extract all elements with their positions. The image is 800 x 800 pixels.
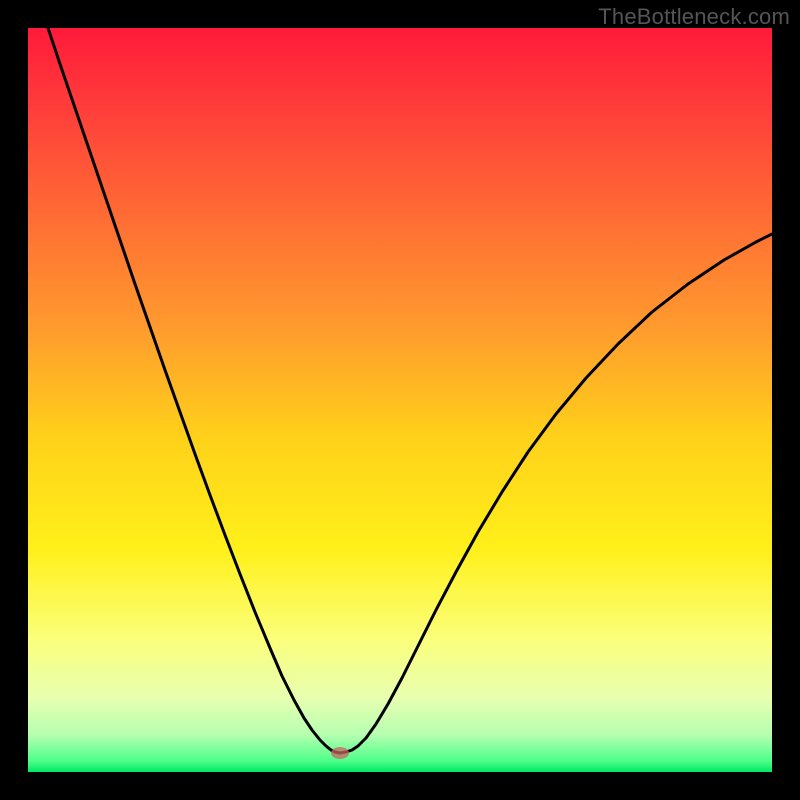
- optimal-point-marker: [331, 747, 349, 759]
- watermark-text: TheBottleneck.com: [598, 4, 790, 30]
- gradient-background: [28, 28, 772, 772]
- bottleneck-chart: [0, 0, 800, 800]
